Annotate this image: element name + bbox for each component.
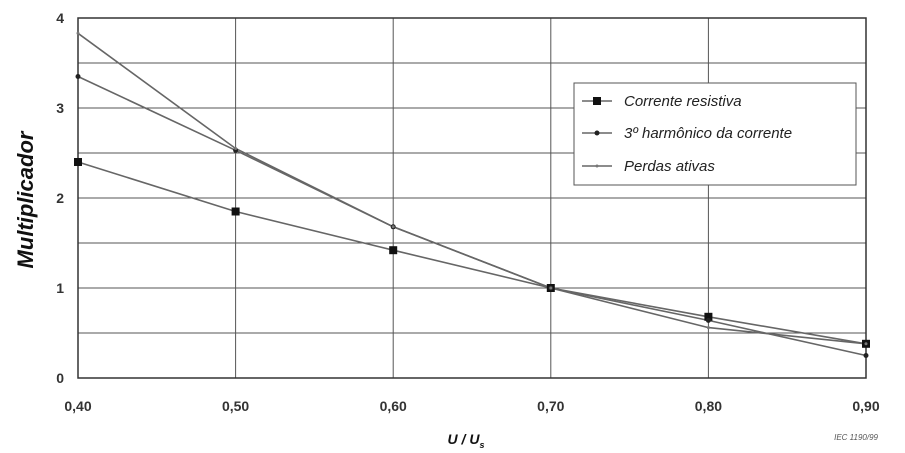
x-axis-title-main: U / U xyxy=(448,431,481,447)
series-line-2 xyxy=(77,32,867,345)
legend: Corrente resistiva 3º harmônico da corren… xyxy=(573,82,857,186)
x-tick-label: 0,70 xyxy=(537,398,564,414)
data-point-dot xyxy=(75,74,81,79)
legend-marker-square xyxy=(593,97,601,105)
legend-label-0: Corrente resistiva xyxy=(624,93,742,110)
y-axis-title: Multiplicador xyxy=(13,130,38,268)
legend-box xyxy=(573,82,857,186)
x-tick-label: 0,80 xyxy=(695,398,722,414)
data-point-square xyxy=(74,158,82,166)
series-lines xyxy=(77,32,867,357)
legend-marker-tick xyxy=(595,164,599,168)
x-axis-title: U / Us xyxy=(448,431,485,450)
legend-label-2: Perdas ativas xyxy=(624,158,715,175)
data-point-dot xyxy=(863,353,869,358)
y-tick-label: 1 xyxy=(56,280,64,296)
x-tick-label: 0,50 xyxy=(222,398,249,414)
x-tick-label: 0,60 xyxy=(380,398,407,414)
x-axis-title-subscript: s xyxy=(479,440,484,450)
data-point-tick xyxy=(864,342,868,346)
data-point-square xyxy=(389,246,398,255)
data-point-dot xyxy=(705,317,711,323)
data-point-tick xyxy=(76,31,80,35)
y-tick-label: 0 xyxy=(56,370,64,386)
y-axis-ticks: 0 1 2 3 4 xyxy=(56,10,64,386)
x-tick-label: 0,40 xyxy=(64,398,91,414)
legend-label-1: 3º harmônico da corrente xyxy=(624,125,792,142)
plot-frame xyxy=(77,17,867,379)
x-tick-label: 0,90 xyxy=(852,398,879,414)
data-point-tick xyxy=(549,286,553,290)
series-markers xyxy=(74,31,870,358)
plot-border xyxy=(77,17,867,379)
data-point-tick xyxy=(706,326,710,330)
legend-marker-dot xyxy=(594,130,600,136)
data-point-square xyxy=(704,312,713,321)
y-tick-label: 3 xyxy=(56,100,64,116)
data-point-square xyxy=(231,207,240,216)
data-point-tick xyxy=(391,225,395,229)
y-tick-label: 4 xyxy=(56,10,64,26)
y-tick-label: 2 xyxy=(56,190,64,206)
figure-reference-note: IEC 1190/99 xyxy=(834,433,878,442)
x-axis-ticks: 0,40 0,50 0,60 0,70 0,80 0,90 xyxy=(64,398,879,414)
series-line-0 xyxy=(77,161,867,345)
data-point-tick xyxy=(234,147,238,150)
